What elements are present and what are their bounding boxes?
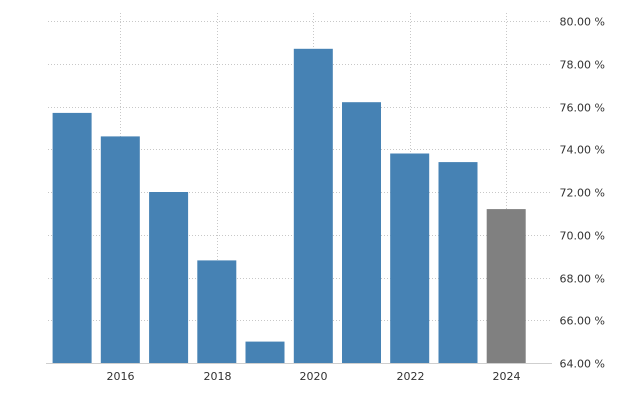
y-tick-label: 68.00 % xyxy=(560,273,605,286)
x-tick-label: 2022 xyxy=(397,370,425,383)
x-tick-label: 2016 xyxy=(107,370,135,383)
y-tick-label: 74.00 % xyxy=(560,144,605,157)
bar-2019[interactable] xyxy=(245,341,285,363)
bar-2015[interactable] xyxy=(52,112,92,364)
y-tick-label: 72.00 % xyxy=(560,187,605,200)
y-tick-label: 76.00 % xyxy=(560,102,605,115)
y-axis-ticks: 64.00 % 66.00 % 68.00 % 70.00 % 72.00 % 74.00… xyxy=(560,16,605,371)
x-tick-label: 2020 xyxy=(300,370,328,383)
bar-2024[interactable] xyxy=(486,209,526,363)
bar-2022[interactable] xyxy=(390,153,430,364)
y-tick-label: 80.00 % xyxy=(560,16,605,29)
x-tick-label: 2018 xyxy=(204,370,232,383)
bar-2020[interactable] xyxy=(293,48,333,364)
bar-2021[interactable] xyxy=(342,102,381,363)
x-axis-ticks: 2016 2018 2020 2022 2024 xyxy=(107,370,521,383)
y-tick-label: 78.00 % xyxy=(560,59,605,72)
bar-2016[interactable] xyxy=(100,136,140,363)
bar-2017[interactable] xyxy=(149,192,189,363)
bars xyxy=(52,48,526,364)
x-tick-label: 2024 xyxy=(493,370,521,383)
y-tick-label: 66.00 % xyxy=(560,315,605,328)
bar-2018[interactable] xyxy=(197,260,237,363)
bar-2023[interactable] xyxy=(438,162,478,363)
y-tick-label: 64.00 % xyxy=(560,358,605,371)
y-tick-label: 70.00 % xyxy=(560,230,605,243)
